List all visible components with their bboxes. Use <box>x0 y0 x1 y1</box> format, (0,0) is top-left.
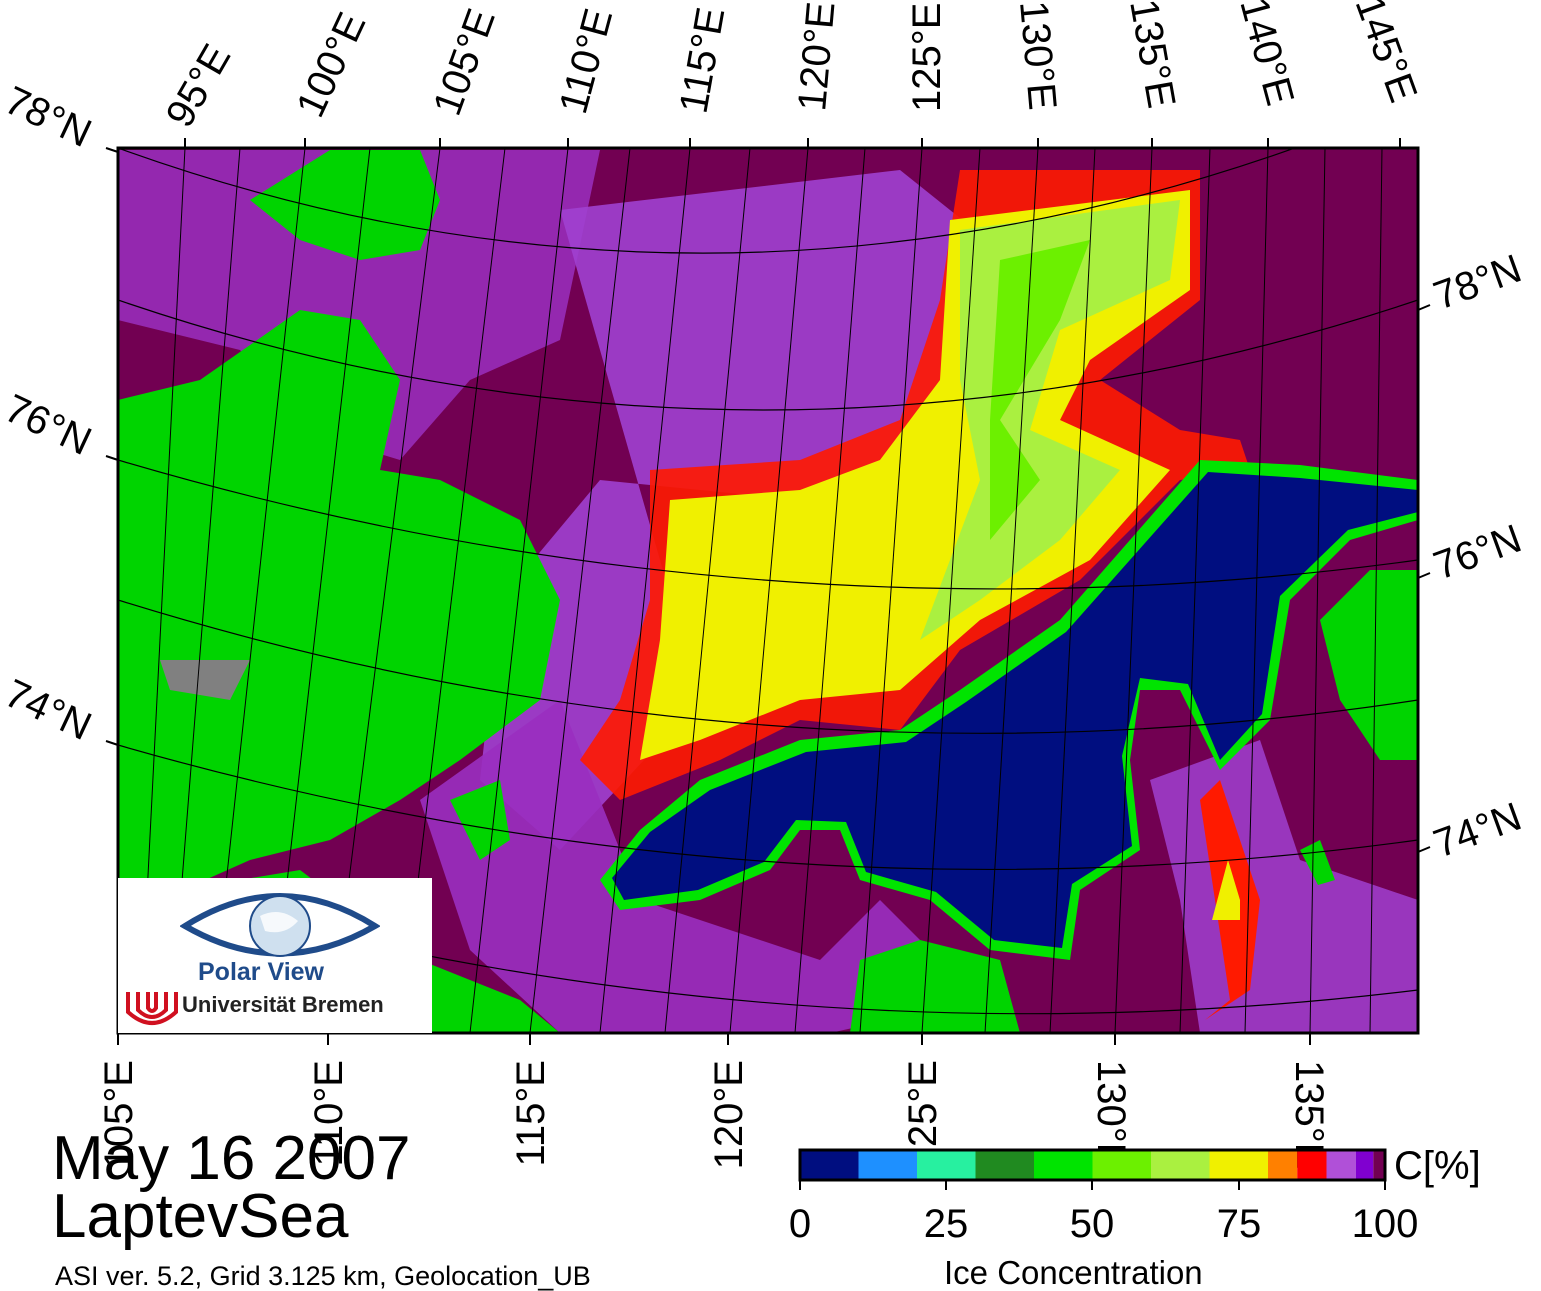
colorbar-segment <box>1297 1150 1327 1180</box>
colorbar-segment <box>1151 1150 1210 1180</box>
parallel-76n-line <box>118 459 1418 590</box>
graticule <box>118 148 1418 1015</box>
land-taymyr-peninsula <box>118 310 560 900</box>
colorbar-tick-label: 75 <box>1216 1202 1262 1246</box>
region-name: LaptevSea <box>52 1182 349 1251</box>
left-latitude-labels: 78°N 76°N 74°N <box>0 78 98 749</box>
land-small-island <box>1300 840 1335 885</box>
top-lon-label: 100°E <box>288 6 374 124</box>
top-lon-label: 135°E <box>1121 0 1183 111</box>
right-lat-label: 76°N <box>1428 517 1527 589</box>
parallel-78n-line <box>118 148 1297 254</box>
colorbar-segment <box>800 1150 859 1180</box>
ice-55-zone <box>990 240 1090 540</box>
top-ticks <box>184 138 1401 148</box>
bottom-lon-label: 105°E <box>97 1060 141 1169</box>
land-island-bolshoy-begichev <box>450 780 510 860</box>
top-lon-label: 145°E <box>1347 0 1426 108</box>
colorbar-segment <box>1355 1150 1374 1180</box>
polar-view-logo: Polar View Universität Bremen <box>118 878 432 1033</box>
colorbar-tick-label: 50 <box>1069 1202 1115 1246</box>
ice-95-zone-nw <box>118 150 600 460</box>
land-new-siberian-islands <box>1320 570 1418 760</box>
processing-footnote: ASI ver. 5.2, Grid 3.125 km, Geolocation… <box>55 1261 591 1291</box>
ice-90-zone-south <box>420 700 980 1033</box>
bottom-lon-label: 115°E <box>509 1060 553 1166</box>
parallel-75n-line <box>118 599 1418 734</box>
colorbar-segment <box>1092 1150 1151 1180</box>
colorbar-segment <box>858 1150 917 1180</box>
colorbar-segment <box>1326 1150 1356 1180</box>
top-lon-label: 105°E <box>425 3 504 121</box>
left-lat-label: 76°N <box>0 386 98 464</box>
top-lon-label: 110°E <box>551 4 621 118</box>
eye-globe-icon <box>180 893 380 957</box>
right-latitude-labels: 78°N 76°N 74°N <box>1428 247 1527 867</box>
colorbar-segment <box>975 1150 1034 1180</box>
land-severnaya-zemlya <box>250 150 440 260</box>
right-lat-ticks <box>1417 304 1431 853</box>
ice-65-zone <box>920 200 1180 640</box>
left-lat-label: 78°N <box>0 78 98 156</box>
map-frame <box>116 146 1420 1035</box>
colorbar-segment <box>1373 1150 1385 1180</box>
university-seal-icon <box>126 992 178 1025</box>
top-lon-label: 115°E <box>672 4 734 116</box>
top-lon-label: 140°E <box>1231 0 1302 110</box>
parallel-74n-line <box>118 744 1418 871</box>
colorbar-tick-label: 100 <box>1351 1202 1419 1246</box>
logo-title: Polar View <box>198 958 324 986</box>
colorbar <box>798 1148 1387 1190</box>
colorbar-segment <box>1268 1150 1298 1180</box>
ice-75-strip-east <box>1212 860 1240 920</box>
open-water-polynya <box>612 472 1418 948</box>
land-west-coast <box>118 600 240 700</box>
top-lon-label: 120°E <box>790 0 843 113</box>
colorbar-title: Ice Concentration <box>944 1254 1203 1291</box>
logo-institution: Universität Bremen <box>182 992 384 1017</box>
bottom-lon-label: 120°E <box>707 1060 751 1169</box>
parallel-77n-line <box>118 299 1418 411</box>
colorbar-unit: C[%] <box>1394 1144 1481 1188</box>
top-lon-label: 130°E <box>1011 0 1064 112</box>
top-lon-label: 125°E <box>905 3 949 112</box>
ice-90-zone-central <box>480 170 1000 850</box>
top-longitude-labels: 95°E 100°E 105°E 110°E 115°E 120°E 125°E… <box>158 0 1426 135</box>
colorbar-tick-label: 25 <box>923 1202 969 1246</box>
colorbar-segment <box>1034 1150 1093 1180</box>
right-lat-label: 74°N <box>1428 795 1527 867</box>
left-lat-ticks <box>105 147 119 746</box>
colorbar-tick-label: 0 <box>788 1202 812 1246</box>
right-lat-label: 78°N <box>1428 247 1527 319</box>
left-lat-label: 74°N <box>0 671 98 749</box>
colorbar-segments <box>800 1150 1385 1180</box>
coast-mask-gray <box>160 660 250 700</box>
meridians <box>118 148 1383 1033</box>
bottom-ticks <box>117 1033 1311 1045</box>
map-date: May 16 2007 <box>52 1124 411 1193</box>
colorbar-ticks <box>799 1180 1386 1190</box>
land-lena-delta <box>850 940 1020 1033</box>
colorbar-segment <box>1209 1150 1268 1180</box>
top-lon-label: 95°E <box>158 37 240 134</box>
colorbar-segment <box>917 1150 976 1180</box>
bottom-lon-label: 110°E <box>307 1060 351 1166</box>
